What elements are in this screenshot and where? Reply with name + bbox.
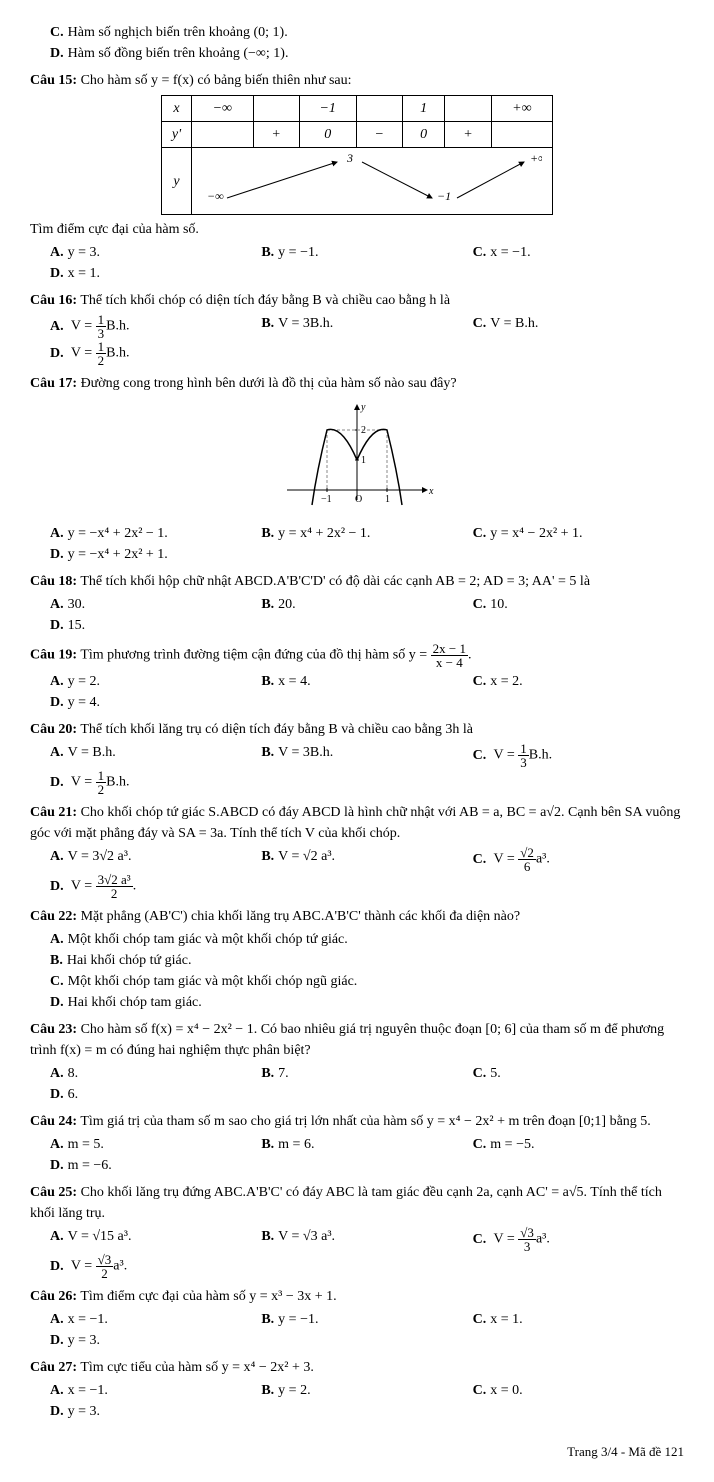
question-22: Câu 22: Mặt phẳng (AB'C') chia khối lăng… [30, 906, 684, 927]
q18-options: A.30. B.20. C.10. D.15. [50, 594, 684, 636]
q23-options: A.8. B.7. C.5. D.6. [50, 1063, 684, 1105]
svg-text:−1: −1 [321, 494, 332, 505]
variation-table: x −∞ −1 1 +∞ y' + 0 − 0 + y 3 +∞ −∞ −1 [161, 95, 553, 215]
opt-text: Hàm số nghịch biến trên khoảng (0; 1). [68, 25, 288, 40]
question-25: Câu 25: Cho khối lăng trụ đứng ABC.A'B'C… [30, 1182, 684, 1224]
page-footer: Trang 3/4 - Mã đề 121 [30, 1442, 684, 1462]
question-20: Câu 20: Thể tích khối lăng trụ có diện t… [30, 719, 684, 740]
svg-text:x: x [428, 486, 434, 497]
question-23: Câu 23: Cho hàm số f(x) = x⁴ − 2x² − 1. … [30, 1019, 684, 1061]
q15-options: A.y = 3. B.y = −1. C.x = −1. D.x = 1. [50, 242, 684, 284]
q-label: Câu 15: [30, 73, 77, 88]
option-d: D.Hàm số đồng biến trên khoảng (−∞; 1). [50, 43, 684, 64]
svg-text:−∞: −∞ [207, 189, 224, 203]
svg-text:O: O [355, 494, 362, 505]
q20-options: A.V = B.h. B.V = 3B.h. C. V = 13B.h. D. … [50, 742, 684, 796]
option-c: C.Hàm số nghịch biến trên khoảng (0; 1). [50, 22, 684, 43]
svg-text:+∞: +∞ [530, 151, 542, 165]
svg-text:y: y [360, 402, 366, 413]
q21-options: A.V = 3√2 a³. B.V = √2 a³. C. V = √26a³.… [50, 846, 684, 900]
q16-options: A. V = 13B.h. B.V = 3B.h. C.V = B.h. D. … [50, 313, 684, 367]
q26-options: A.x = −1. B.y = −1. C.x = 1. D.y = 3. [50, 1309, 684, 1351]
variation-arrows: 3 +∞ −∞ −1 [192, 148, 553, 215]
q24-options: A.m = 5. B.m = 6. C.m = −5. D.m = −6. [50, 1134, 684, 1176]
question-21: Câu 21: Cho khối chóp tứ giác S.ABCD có … [30, 802, 684, 844]
svg-text:3: 3 [346, 151, 353, 165]
q19-options: A.y = 2. B.x = 4. C.x = 2. D.y = 4. [50, 671, 684, 713]
svg-text:1: 1 [361, 455, 366, 466]
svg-text:1: 1 [385, 494, 390, 505]
question-15: Câu 15: Cho hàm số y = f(x) có bảng biến… [30, 70, 684, 91]
question-16: Câu 16: Thể tích khối chóp có diện tích … [30, 290, 684, 311]
question-26: Câu 26: Tìm điểm cực đại của hàm số y = … [30, 1286, 684, 1307]
question-27: Câu 27: Tìm cực tiểu của hàm số y = x⁴ −… [30, 1357, 684, 1378]
question-17: Câu 17: Đường cong trong hình bên dưới l… [30, 373, 684, 394]
q17-options: A.y = −x⁴ + 2x² − 1. B.y = x⁴ + 2x² − 1.… [50, 523, 684, 565]
q22-options: A.Một khối chóp tam giác và một khối chó… [50, 929, 684, 1013]
svg-text:−1: −1 [437, 189, 451, 203]
q-text: Cho hàm số y = f(x) có bảng biến thiên n… [81, 73, 352, 88]
q14-continuation-options: C.Hàm số nghịch biến trên khoảng (0; 1).… [50, 22, 684, 64]
question-19: Câu 19: Tìm phương trình đường tiệm cận … [30, 642, 684, 669]
opt-text: Hàm số đồng biến trên khoảng (−∞; 1). [68, 46, 289, 61]
q17-graph: x y −1 O 1 1 2 [30, 400, 684, 517]
question-24: Câu 24: Tìm giá trị của tham số m sao ch… [30, 1111, 684, 1132]
q25-options: A.V = √15 a³. B.V = √3 a³. C. V = √33a³.… [50, 1226, 684, 1280]
q27-options: A.x = −1. B.y = 2. C.x = 0. D.y = 3. [50, 1380, 684, 1422]
q15-after: Tìm điểm cực đại của hàm số. [30, 219, 684, 240]
question-18: Câu 18: Thể tích khối hộp chữ nhật ABCD.… [30, 571, 684, 592]
